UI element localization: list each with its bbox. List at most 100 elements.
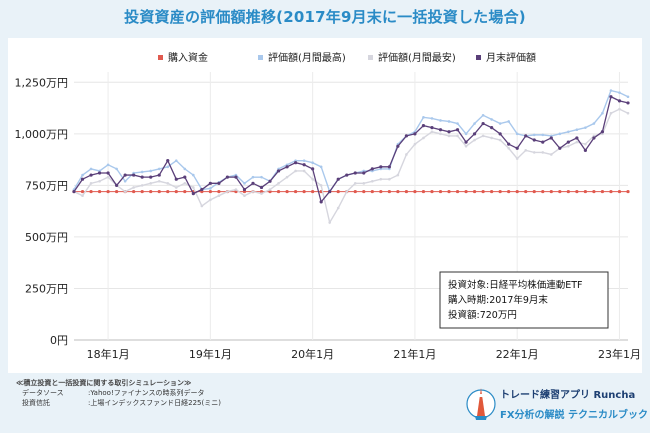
series-point: [541, 140, 545, 144]
series-point: [618, 91, 621, 94]
series-layer: [72, 89, 630, 225]
series-point: [584, 126, 587, 129]
footer-notes: ≪積立投資と一括投資に関する取引シミュレーション≫ データソース:Yahoo!フ…: [16, 378, 221, 408]
series-point: [217, 181, 221, 185]
series-point: [447, 130, 451, 134]
series-point: [362, 171, 366, 175]
series-point: [226, 190, 229, 193]
series-point: [97, 171, 102, 175]
series-point: [268, 188, 272, 191]
series-point: [183, 175, 187, 179]
series-point: [490, 189, 494, 194]
series-point: [396, 144, 400, 148]
series-point: [174, 159, 178, 162]
y-tick-label: 0円: [50, 334, 68, 347]
series-point: [549, 136, 553, 140]
series-point: [336, 177, 340, 181]
legend-label: 評価額(月間最高): [268, 51, 346, 64]
series-point: [106, 163, 110, 167]
series-point: [549, 153, 553, 156]
series-point: [601, 111, 604, 115]
series-point: [166, 189, 170, 194]
series-point: [157, 179, 161, 183]
series-point: [225, 175, 230, 179]
series-point: [524, 189, 528, 194]
brand-block: トレード練習アプリ Runcha FX分析の解説 テクニカルブック: [466, 380, 648, 430]
series-point: [404, 134, 408, 138]
series-point: [294, 189, 298, 194]
series-point: [123, 173, 127, 177]
series-point: [140, 184, 144, 187]
chart-legend: 購入資金 評価額(月間最高) 評価額(月間最安) 月末評価額: [158, 51, 536, 64]
series-point: [524, 149, 528, 152]
y-tick-label: 1,000万円: [15, 128, 69, 141]
series-point: [532, 138, 536, 142]
series-point: [464, 189, 468, 194]
series-point: [208, 181, 212, 185]
series-point: [362, 182, 366, 185]
y-tick-label: 250万円: [25, 282, 68, 295]
series-point: [379, 165, 383, 169]
series-point: [617, 189, 622, 194]
series-group: [72, 95, 630, 204]
series-point: [626, 95, 630, 99]
series-point: [140, 175, 144, 179]
series-point: [217, 189, 221, 194]
series-point: [371, 179, 374, 183]
series-point: [81, 173, 84, 177]
series-point: [617, 99, 622, 103]
y-tick-label: 1,250万円: [15, 76, 69, 89]
series-point: [302, 159, 306, 162]
series-point: [242, 187, 247, 192]
series-point: [387, 165, 391, 169]
series-point: [149, 189, 153, 194]
series-point: [575, 136, 579, 140]
series-point: [251, 181, 255, 185]
series-point: [600, 130, 605, 134]
series-point: [191, 192, 195, 196]
series-point: [481, 113, 485, 117]
series-point: [251, 190, 255, 193]
footer-source-label: データソース: [22, 389, 64, 397]
footer-source-row: データソース:Yahoo!ファイナンスの時系列データ: [16, 388, 221, 398]
series-point: [345, 190, 349, 193]
series-point: [328, 189, 332, 194]
series-point: [490, 118, 493, 121]
series-point: [208, 189, 212, 194]
series-point: [311, 167, 315, 171]
series-point: [328, 221, 331, 224]
series-point: [422, 136, 425, 140]
series-point: [481, 189, 485, 194]
legend-label: 評価額(月間最安): [378, 51, 456, 64]
series-point: [481, 134, 485, 138]
series-point: [421, 124, 426, 128]
series-point: [285, 175, 289, 179]
chart-title: 投資資産の評価額推移(2017年9月末に一括投資した場合): [124, 8, 526, 26]
series-point: [123, 179, 127, 183]
series-point: [106, 171, 110, 175]
series-point: [447, 120, 451, 123]
series-point: [157, 189, 161, 194]
series-point: [396, 189, 400, 194]
series-point: [362, 189, 366, 194]
series-point: [413, 142, 417, 146]
series-point: [200, 204, 204, 208]
series-point: [584, 142, 587, 146]
series-point: [532, 151, 536, 154]
y-tick-label: 750万円: [25, 179, 68, 192]
series-point: [80, 177, 85, 181]
series-point: [609, 111, 613, 115]
series-point: [166, 182, 170, 185]
series-point: [592, 122, 596, 125]
series-point: [439, 132, 442, 136]
annotation-line: 購入時期:2017年9月末: [448, 294, 548, 306]
legend-marker: [368, 55, 373, 60]
series-point: [353, 171, 357, 175]
series-point: [472, 189, 477, 194]
series-point: [98, 179, 101, 183]
series-point: [302, 169, 306, 173]
series-point: [421, 189, 426, 194]
annotation-line: 投資対象:日経平均株価連動ETF: [448, 279, 582, 291]
series-point: [387, 189, 391, 194]
